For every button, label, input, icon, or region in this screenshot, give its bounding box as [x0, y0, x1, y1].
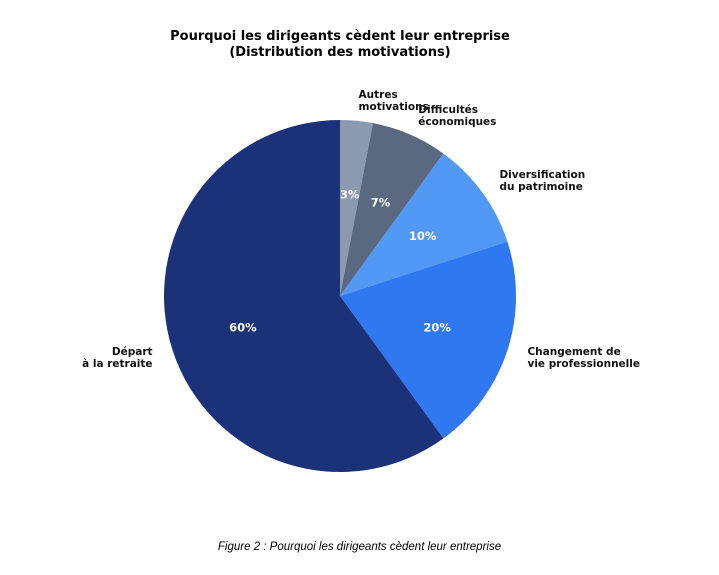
pie-percent-labels: 3% 7% 10% 20% 60% — [229, 187, 451, 334]
pie-slice — [340, 120, 373, 296]
pie-percent-label: 20% — [423, 321, 451, 335]
figure-caption: Figure 2 : Pourquoi les dirigeants cèden… — [217, 541, 502, 553]
pie-slice — [340, 123, 444, 296]
pie-slices — [163, 120, 516, 473]
pie-category-label: à la retraite — [82, 358, 152, 370]
pie-category-label: Changement de — [527, 346, 620, 358]
pie-slice — [340, 241, 516, 439]
pie-chart: Pourquoi les dirigeants cèdent leur entr… — [82, 29, 640, 473]
pie-category-label: du patrimoine — [499, 181, 582, 193]
pie-slice — [340, 153, 508, 296]
pie-category-label: Difficultés — [418, 104, 478, 116]
chart-title-line-2: (Distribution des motivations) — [229, 45, 450, 60]
pie-category-label: Autres — [359, 89, 398, 101]
pie-category-label: économiques — [418, 116, 496, 128]
pie-category-label: vie professionnelle — [527, 358, 640, 370]
pie-category-label: Départ — [112, 346, 153, 358]
pie-percent-label: 3% — [340, 187, 360, 201]
pie-slice — [163, 120, 444, 473]
pie-category-label: Diversification — [499, 169, 585, 181]
pie-percent-label: 60% — [229, 321, 257, 335]
pie-percent-label: 7% — [371, 195, 391, 209]
pie-percent-label: 10% — [409, 229, 437, 243]
chart-title-line-1: Pourquoi les dirigeants cèdent leur entr… — [170, 29, 510, 44]
pie-category-label: motivations — [359, 101, 429, 113]
